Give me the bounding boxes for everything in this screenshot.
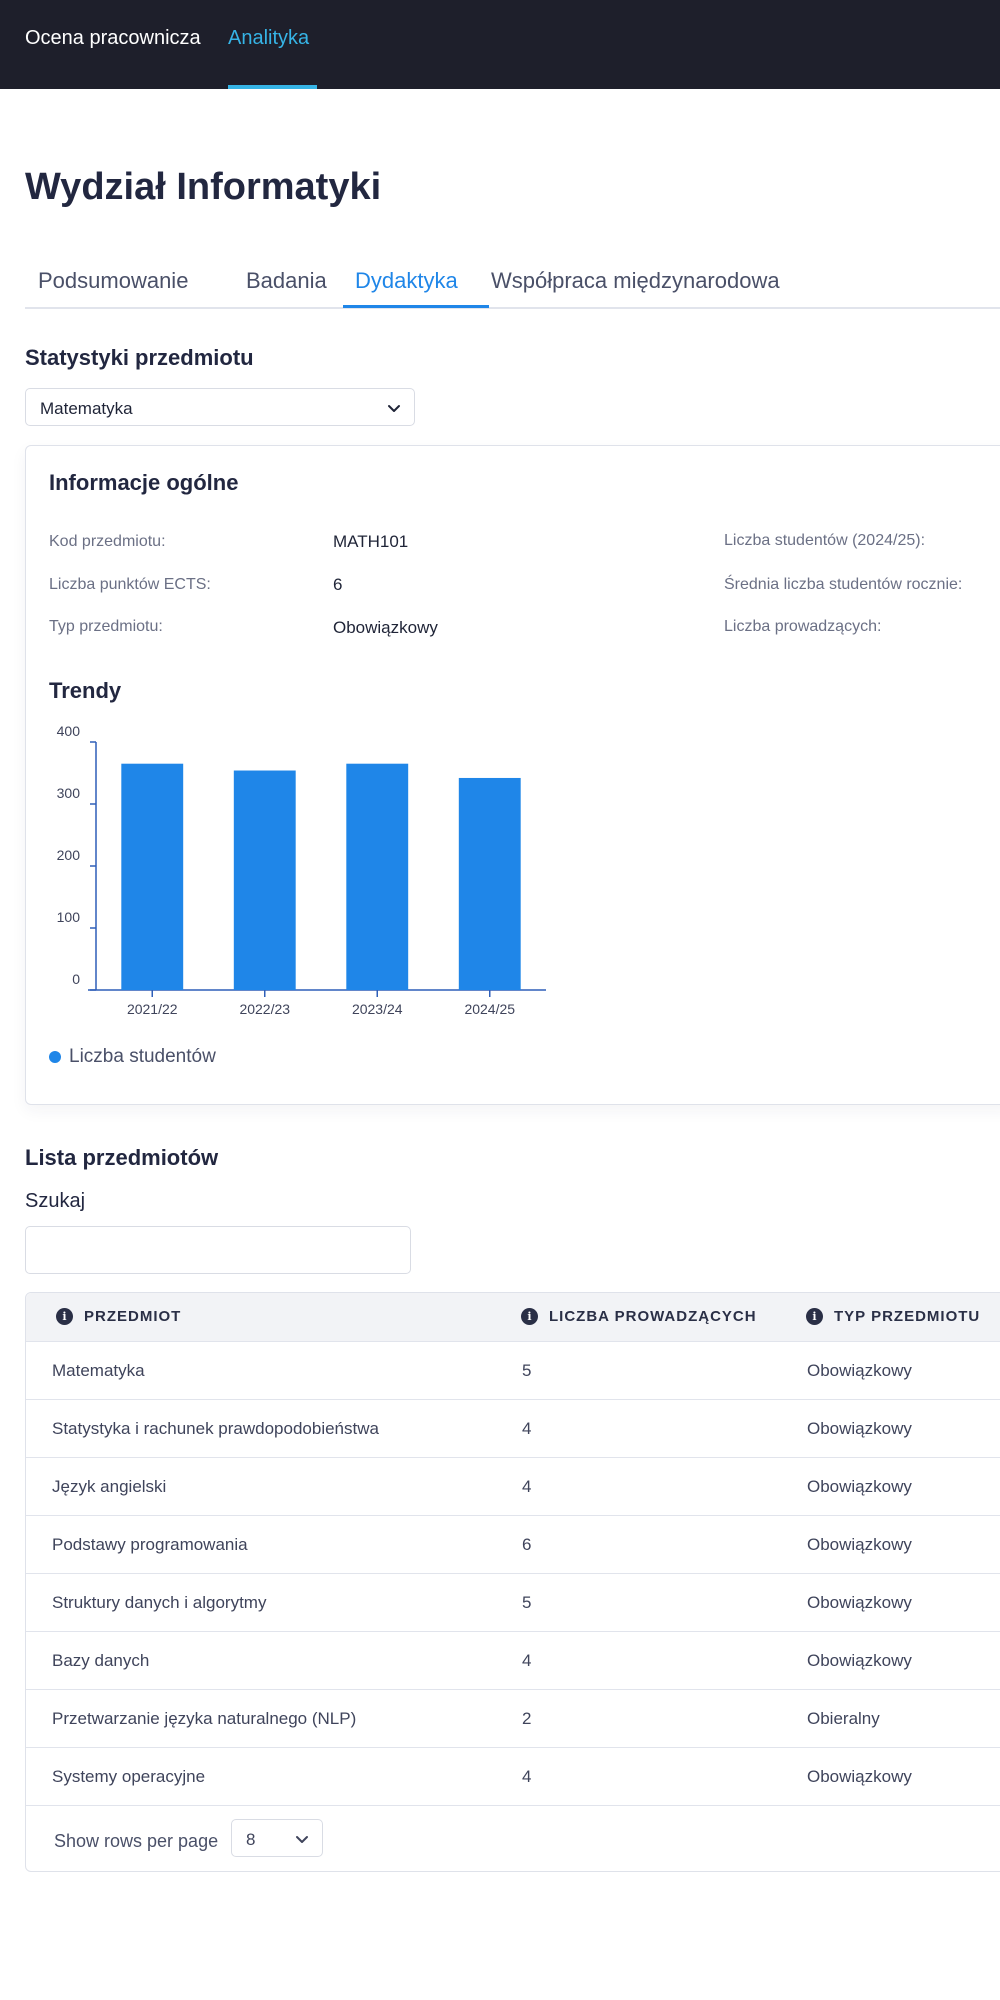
tab-summary[interactable]: Podsumowanie [38, 268, 189, 293]
cell-course-name: Statystyka i rachunek prawdopodobieństwa [52, 1419, 379, 1438]
course-code-value: MATH101 [333, 532, 409, 551]
column-header-label: TYP PRZEDMIOTU [834, 1308, 981, 1325]
column-header-type[interactable]: i TYP PRZEDMIOTU [806, 1308, 980, 1325]
top-navigation: Ocena pracownicza Analityka [0, 0, 1000, 89]
column-header-label: LICZBA PROWADZĄCYCH [549, 1308, 757, 1325]
cell-teachers-count: 5 [522, 1361, 532, 1380]
cell-course-type: Obowiązkowy [807, 1477, 912, 1496]
info-icon[interactable]: i [56, 1308, 73, 1325]
tab-active-indicator [343, 305, 489, 308]
trends-title: Trendy [49, 678, 122, 703]
table-row[interactable]: Systemy operacyjne 4 Obowiązkowy [26, 1748, 1000, 1806]
table-row[interactable]: Matematyka 5 Obowiązkowy [26, 1342, 1000, 1400]
teachers-count-label: Liczba prowadzących: [724, 618, 882, 635]
x-tick-label: 2021/22 [127, 1001, 178, 1017]
column-header-teachers[interactable]: i LICZBA PROWADZĄCYCH [521, 1308, 757, 1325]
x-tick-label: 2022/23 [239, 1001, 290, 1017]
cell-course-type: Obowiązkowy [807, 1767, 912, 1786]
cell-course-type: Obowiązkowy [807, 1651, 912, 1670]
course-type-value: Obowiązkowy [333, 618, 438, 637]
students-count-label: Liczba studentów (2024/25): [724, 532, 926, 549]
y-tick-label: 100 [57, 909, 81, 925]
cell-teachers-count: 4 [522, 1767, 532, 1786]
bar [233, 770, 296, 990]
course-code-label: Kod przedmiotu: [49, 533, 166, 550]
info-icon[interactable]: i [521, 1308, 538, 1325]
cell-course-name: Matematyka [52, 1361, 145, 1380]
avg-students-label: Średnia liczba studentów rocznie: [724, 576, 963, 593]
tab-research[interactable]: Badania [246, 268, 327, 293]
chart-legend: Liczba studentów [49, 1046, 216, 1068]
legend-label: Liczba studentów [69, 1046, 216, 1067]
cell-course-name: Bazy danych [52, 1651, 150, 1670]
cell-course-name: Podstawy programowania [52, 1535, 248, 1554]
cell-course-name: Przetwarzanie języka naturalnego (NLP) [52, 1709, 357, 1728]
course-type-label: Typ przedmiotu: [49, 618, 163, 635]
cell-course-name: Struktury danych i algorytmy [52, 1593, 267, 1612]
nav-active-indicator [228, 85, 317, 89]
search-input[interactable] [25, 1226, 411, 1274]
cell-course-name: Systemy operacyjne [52, 1767, 206, 1786]
page-title: Wydział Informatyki [25, 166, 382, 208]
students-trend-chart: 0 100 200 300 400 2021/22 2022/23 2023/24 2024/2… [57, 723, 546, 1017]
table-row[interactable]: Struktury danych i algorytmy 5 Obowiązkowy [26, 1574, 1000, 1632]
cell-course-type: Obowiązkowy [807, 1419, 912, 1438]
cell-course-type: Obowiązkowy [807, 1593, 912, 1612]
course-list-title: Lista przedmiotów [25, 1145, 219, 1170]
cell-course-type: Obowiązkowy [807, 1535, 912, 1554]
cell-teachers-count: 5 [522, 1593, 532, 1612]
x-tick-label: 2024/25 [464, 1001, 515, 1017]
nav-link-analytics[interactable]: Analityka [228, 27, 310, 49]
table-row[interactable]: Język angielski 4 Obowiązkowy [26, 1458, 1000, 1516]
course-select[interactable]: Matematyka [25, 388, 415, 426]
table-header: i PRZEDMIOT i LICZBA PROWADZĄCYCH i TYP … [26, 1293, 1000, 1342]
app-brand[interactable]: Ocena pracownicza [25, 27, 201, 49]
ects-value: 6 [333, 575, 343, 594]
course-select-value: Matematyka [40, 399, 133, 418]
course-info-card: Informacje ogólne Kod przedmiotu: MATH10… [25, 445, 1000, 1105]
bar [458, 777, 521, 990]
cell-teachers-count: 4 [522, 1477, 532, 1496]
x-tick-label: 2023/24 [352, 1001, 403, 1017]
y-tick-label: 300 [57, 785, 81, 801]
cell-teachers-count: 2 [522, 1709, 532, 1728]
bar [346, 763, 409, 990]
general-info-title: Informacje ogólne [49, 470, 239, 495]
legend-swatch [49, 1051, 61, 1063]
rows-per-page-label: Show rows per page [54, 1831, 219, 1851]
tab-bar: Podsumowanie Badania Dydaktyka Współprac… [25, 260, 1000, 309]
cell-teachers-count: 6 [522, 1535, 532, 1554]
cell-teachers-count: 4 [522, 1419, 532, 1438]
bar [121, 763, 184, 990]
y-tick-label: 200 [57, 847, 81, 863]
table-row[interactable]: Statystyka i rachunek prawdopodobieństwa… [26, 1400, 1000, 1458]
cell-teachers-count: 4 [522, 1651, 532, 1670]
course-stats-title: Statystyki przedmiotu [25, 345, 254, 370]
table-row[interactable]: Bazy danych 4 Obowiązkowy [26, 1632, 1000, 1690]
cell-course-type: Obowiązkowy [807, 1361, 912, 1380]
y-tick-label: 0 [72, 971, 80, 987]
info-icon[interactable]: i [806, 1308, 823, 1325]
chevron-down-icon [296, 1836, 308, 1843]
y-tick-label: 400 [57, 723, 81, 739]
ects-label: Liczba punktów ECTS: [49, 576, 211, 593]
table-row[interactable]: Przetwarzanie języka naturalnego (NLP) 2 O… [26, 1690, 1000, 1748]
rows-per-page-select[interactable]: 8 [231, 1819, 323, 1857]
tab-international-cooperation[interactable]: Współpraca międzynarodowa [491, 268, 780, 293]
courses-table: i PRZEDMIOT i LICZBA PROWADZĄCYCH i TYP … [25, 1292, 1000, 1872]
rows-per-page-value: 8 [246, 1830, 256, 1849]
search-label: Szukaj [25, 1190, 86, 1212]
column-header-course[interactable]: i PRZEDMIOT [56, 1308, 181, 1325]
tab-teaching[interactable]: Dydaktyka [355, 268, 458, 293]
cell-course-type: Obieralny [807, 1709, 880, 1728]
table-row[interactable]: Podstawy programowania 6 Obowiązkowy [26, 1516, 1000, 1574]
column-header-label: PRZEDMIOT [84, 1308, 182, 1325]
cell-course-name: Język angielski [52, 1477, 167, 1496]
chevron-down-icon [388, 405, 400, 412]
